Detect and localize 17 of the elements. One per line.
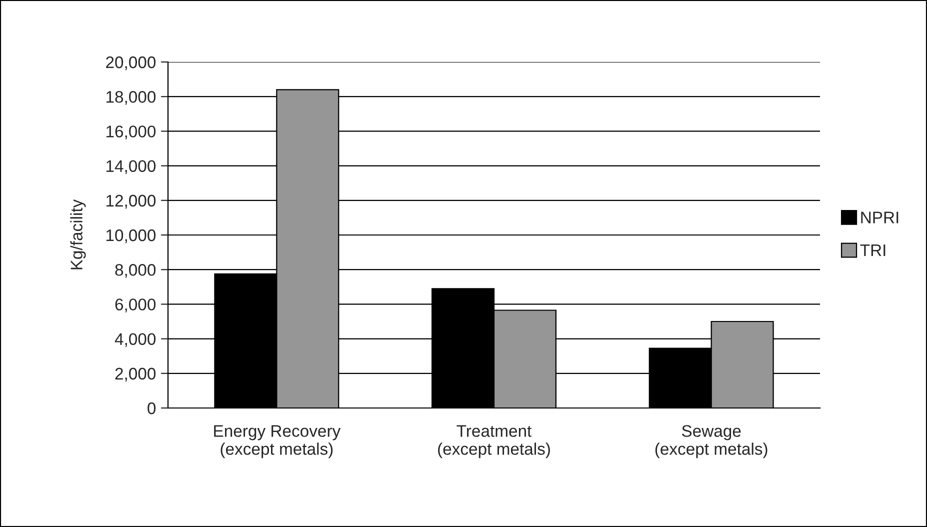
y-tick-label: 8,000 — [115, 264, 156, 278]
y-tick-label: 18,000 — [106, 91, 156, 105]
y-tick-label: 6,000 — [115, 298, 156, 312]
legend-label: TRI — [860, 244, 886, 256]
y-tick-label: 14,000 — [106, 160, 156, 174]
y-tick-label: 10,000 — [106, 229, 156, 244]
x-tick-label: Sewage (except metals) — [655, 425, 768, 458]
y-tick-label: 4,000 — [114, 333, 156, 347]
x-tick-label: Energy Recovery (except metals) — [214, 425, 341, 458]
y-tick-label: 16,000 — [106, 126, 156, 140]
x-tick-label: Treatment (except metals) — [438, 425, 550, 458]
legend-label: NPRI — [861, 212, 898, 224]
y-tick-label: 12,000 — [106, 194, 156, 209]
y-tick-label: 0 — [148, 402, 156, 414]
y-tick-label: 20,000 — [106, 56, 156, 70]
y-axis-title: Kg/facility — [70, 199, 86, 270]
y-tick-label: 2,000 — [115, 368, 156, 382]
